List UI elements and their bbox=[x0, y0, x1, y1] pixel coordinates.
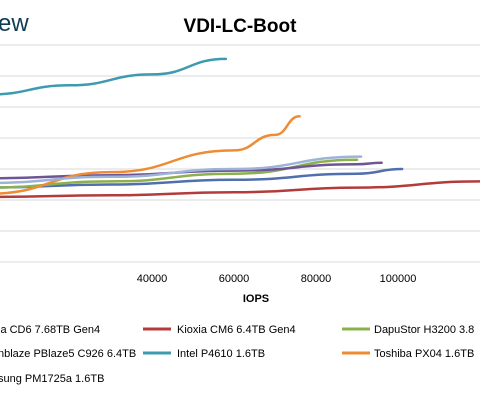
x-tick-label: 60000 bbox=[219, 273, 250, 285]
series-line bbox=[0, 115, 301, 195]
series-line bbox=[0, 167, 404, 189]
series-line bbox=[0, 57, 228, 96]
legend-label: sung PM1725a 1.6TB bbox=[0, 373, 104, 385]
gridlines bbox=[0, 44, 480, 263]
legend-label: DapuStor H3200 3.8 bbox=[374, 324, 474, 336]
legend-label: ia CD6 7.68TB Gen4 bbox=[0, 324, 100, 336]
legend: ia CD6 7.68TB Gen4 Kioxia CM6 6.4TB Gen4 D… bbox=[0, 324, 474, 385]
x-tick-label: 100000 bbox=[380, 273, 417, 285]
x-tick-label: 80000 bbox=[301, 273, 332, 285]
x-axis-label: IOPS bbox=[243, 293, 269, 305]
series-lines bbox=[0, 57, 480, 199]
legend-label: Intel P4610 1.6TB bbox=[177, 348, 265, 360]
series-line bbox=[0, 155, 363, 185]
series-line bbox=[0, 161, 383, 180]
x-tick-label: 40000 bbox=[137, 273, 168, 285]
chart-title: VDI-LC-Boot bbox=[184, 16, 298, 37]
legend-label: nblaze PBlaze5 C926 6.4TB bbox=[0, 348, 136, 360]
legend-label: Toshiba PX04 1.6TB bbox=[374, 348, 474, 360]
legend-label: Kioxia CM6 6.4TB Gen4 bbox=[177, 324, 296, 336]
series-line bbox=[0, 180, 480, 199]
x-axis-ticks: 00400006000080000100000 bbox=[137, 273, 417, 285]
brand-logo-text: ew bbox=[0, 10, 29, 37]
